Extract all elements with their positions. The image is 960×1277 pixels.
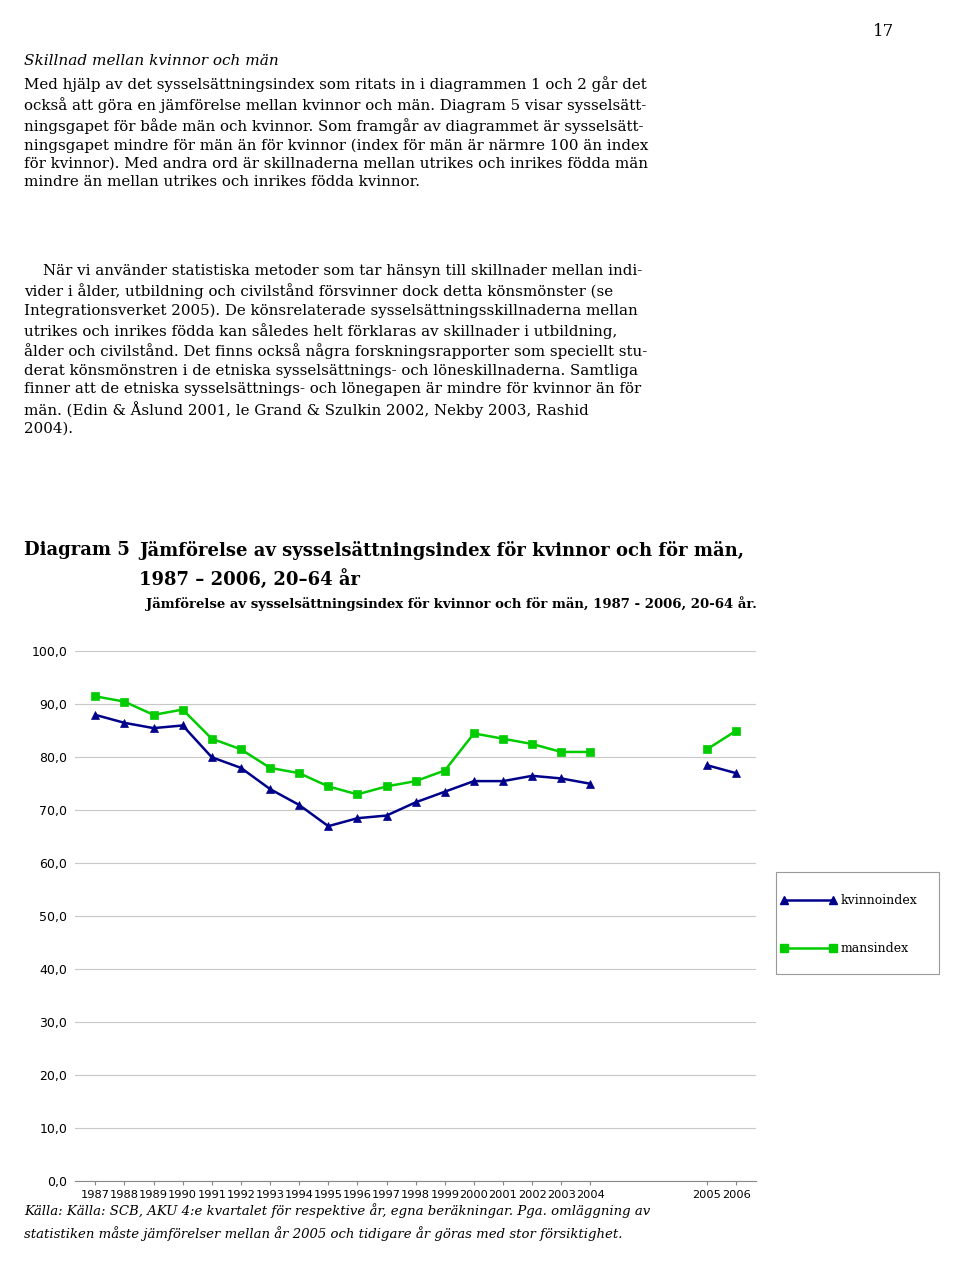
Text: kvinnoindex: kvinnoindex (841, 894, 918, 907)
Text: Jämförelse av sysselsättningsindex för kvinnor och för män, 1987 - 2006, 20-64 å: Jämförelse av sysselsättningsindex för k… (146, 596, 756, 612)
Text: Med hjälp av det sysselsättningsindex som ritats in i diagrammen 1 och 2 går det: Med hjälp av det sysselsättningsindex so… (24, 77, 648, 189)
Text: Källa: Källa: SCB, AKU 4:e kvartalet för respektive år, egna beräkningar. Pga. o: Källa: Källa: SCB, AKU 4:e kvartalet för… (24, 1203, 650, 1218)
Text: mansindex: mansindex (841, 941, 909, 955)
Text: 17: 17 (873, 23, 894, 40)
Text: Jämförelse av sysselsättningsindex för kvinnor och för män,: Jämförelse av sysselsättningsindex för k… (139, 541, 744, 561)
Text: När vi använder statistiska metoder som tar hänsyn till skillnader mellan indi-
: När vi använder statistiska metoder som … (24, 264, 647, 435)
Text: 1987 – 2006, 20–64 år: 1987 – 2006, 20–64 år (139, 570, 360, 590)
Text: Skillnad mellan kvinnor och män: Skillnad mellan kvinnor och män (24, 54, 278, 68)
Text: statistiken måste jämförelser mellan år 2005 och tidigare år göras med stor förs: statistiken måste jämförelser mellan år … (24, 1226, 622, 1241)
Text: Diagram 5: Diagram 5 (24, 541, 130, 559)
